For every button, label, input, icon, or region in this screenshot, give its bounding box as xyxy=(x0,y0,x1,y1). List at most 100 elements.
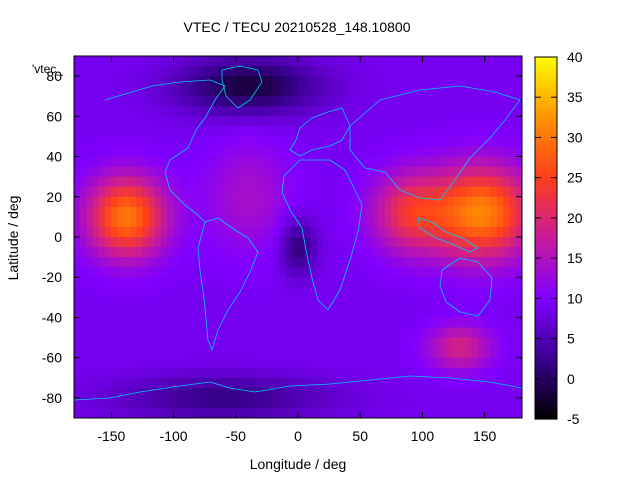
heatmap-cell xyxy=(111,297,119,308)
heatmap-cell xyxy=(490,257,498,268)
heatmap-cell xyxy=(148,397,156,409)
heatmap-cell xyxy=(148,327,156,339)
heatmap-cell xyxy=(98,257,106,268)
heatmap-cell xyxy=(459,277,467,288)
heatmap-cell xyxy=(310,216,318,228)
heatmap-cell xyxy=(117,267,125,278)
heatmap-cell xyxy=(316,337,324,349)
heatmap-cell xyxy=(428,166,436,178)
heatmap-cell xyxy=(466,247,473,258)
heatmap-cell xyxy=(347,136,355,147)
heatmap-cell xyxy=(416,307,423,318)
heatmap-cell xyxy=(478,397,486,409)
heatmap-cell xyxy=(260,357,268,369)
heatmap-cell xyxy=(229,337,237,349)
heatmap-cell xyxy=(316,267,324,278)
heatmap-cell xyxy=(410,186,417,198)
heatmap-cell xyxy=(385,337,392,349)
heatmap-cell xyxy=(490,186,498,198)
heatmap-cell xyxy=(217,357,224,369)
heatmap-cell xyxy=(503,56,511,67)
heatmap-cell xyxy=(279,327,287,339)
heatmap-cell xyxy=(441,387,448,399)
heatmap-cell xyxy=(130,257,137,268)
heatmap-cell xyxy=(111,277,119,288)
heatmap-cell xyxy=(266,247,274,258)
heatmap-cell xyxy=(503,96,511,107)
heatmap-cell xyxy=(503,146,511,158)
heatmap-cell xyxy=(86,56,94,67)
heatmap-cell xyxy=(341,106,349,117)
heatmap-cell xyxy=(248,257,255,268)
heatmap-cell xyxy=(497,347,504,359)
heatmap-cell xyxy=(291,196,299,208)
heatmap-cell xyxy=(86,196,94,208)
heatmap-cell xyxy=(478,297,486,308)
heatmap-cell xyxy=(484,56,492,67)
heatmap-cell xyxy=(329,387,336,399)
heatmap-cell xyxy=(515,297,523,308)
heatmap-cell xyxy=(74,337,81,349)
heatmap-cell xyxy=(378,106,386,117)
heatmap-cell xyxy=(123,327,131,339)
heatmap-cell xyxy=(310,226,318,238)
heatmap-cell xyxy=(204,377,212,389)
heatmap-cell xyxy=(403,367,411,379)
heatmap-cell xyxy=(403,297,411,308)
heatmap-cell xyxy=(142,287,150,298)
heatmap-cell xyxy=(385,267,392,278)
colorbar-segment xyxy=(535,238,557,243)
heatmap-cell xyxy=(179,327,187,339)
heatmap-cell xyxy=(217,297,224,308)
heatmap-cell xyxy=(366,116,374,127)
heatmap-cell xyxy=(192,116,199,127)
heatmap-cell xyxy=(179,86,187,97)
heatmap-cell xyxy=(105,277,112,288)
heatmap-cell xyxy=(86,96,94,107)
heatmap-cell xyxy=(316,176,324,188)
heatmap-cell xyxy=(322,206,330,218)
heatmap-cell xyxy=(354,146,361,158)
heatmap-cell xyxy=(229,267,237,278)
heatmap-cell xyxy=(192,66,199,77)
heatmap-cell xyxy=(223,367,231,379)
heatmap-cell xyxy=(142,206,150,218)
heatmap-cell xyxy=(298,257,305,268)
heatmap-cell xyxy=(391,226,399,238)
heatmap-cell xyxy=(74,186,81,198)
heatmap-cell xyxy=(254,126,262,137)
heatmap-cell xyxy=(98,357,106,369)
heatmap-cell xyxy=(92,166,100,178)
heatmap-cell xyxy=(497,136,504,147)
heatmap-cell xyxy=(217,237,224,248)
heatmap-cell xyxy=(161,76,168,87)
heatmap-cell xyxy=(266,166,274,178)
heatmap-cell xyxy=(378,76,386,87)
heatmap-cell xyxy=(428,56,436,67)
heatmap-cell xyxy=(322,307,330,318)
heatmap-cell xyxy=(98,66,106,77)
heatmap-cell xyxy=(279,186,287,198)
heatmap-cell xyxy=(273,317,280,328)
heatmap-cell xyxy=(478,317,486,328)
heatmap-cell xyxy=(447,397,455,409)
heatmap-cell xyxy=(291,307,299,318)
heatmap-cell xyxy=(366,387,374,399)
heatmap-cell xyxy=(142,347,150,359)
heatmap-cell xyxy=(74,86,81,97)
heatmap-cell xyxy=(92,257,100,268)
heatmap-cell xyxy=(391,156,399,168)
heatmap-cell xyxy=(98,277,106,288)
colorbar-tick-label: 15 xyxy=(567,250,583,266)
heatmap-cell xyxy=(354,196,361,208)
heatmap-cell xyxy=(235,247,243,258)
heatmap-cell xyxy=(167,66,175,77)
heatmap-cell xyxy=(217,156,224,168)
heatmap-cell xyxy=(416,166,423,178)
heatmap-cell xyxy=(316,86,324,97)
heatmap-cell xyxy=(273,196,280,208)
heatmap-cell xyxy=(123,337,131,349)
heatmap-cell xyxy=(422,176,430,188)
heatmap-cell xyxy=(416,277,423,288)
colorbar-segment xyxy=(535,177,557,183)
